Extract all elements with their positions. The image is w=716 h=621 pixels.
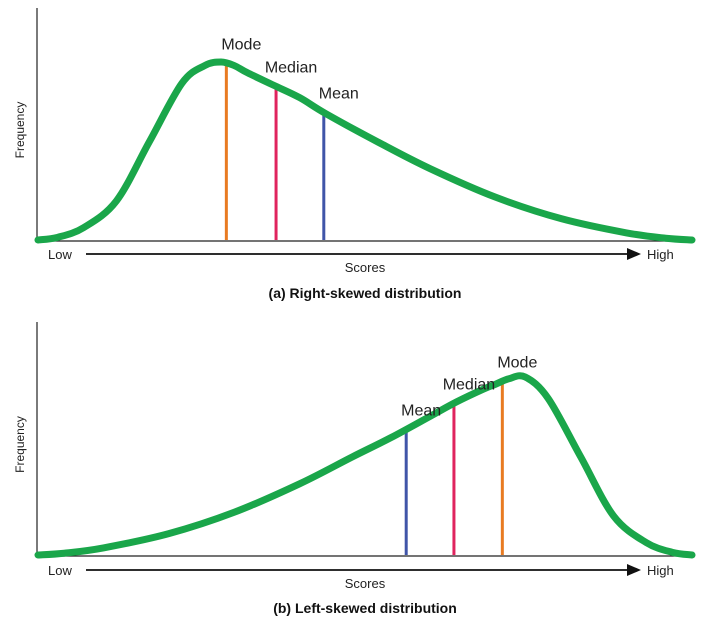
distribution-curve <box>34 58 696 244</box>
x-axis-arrowhead <box>627 248 641 260</box>
marker-label-median: Median <box>265 59 317 76</box>
chart-title: (a) Right-skewed distribution <box>269 285 462 301</box>
y-axis-label: Frequency <box>13 416 27 473</box>
distribution-curve <box>34 372 696 559</box>
x-low-label: Low <box>48 563 72 578</box>
marker-label-median: Median <box>443 376 495 393</box>
marker-label-mode: Mode <box>221 36 261 53</box>
x-axis-label: Scores <box>345 260 386 275</box>
x-axis-arrowhead <box>627 564 641 576</box>
marker-lines <box>224 63 326 240</box>
x-axis-label: Scores <box>345 576 386 591</box>
chart-title: (b) Left-skewed distribution <box>273 600 457 616</box>
x-high-label: High <box>647 247 674 262</box>
x-low-label: Low <box>48 247 72 262</box>
marker-label-mean: Mean <box>401 402 441 419</box>
marker-label-mode: Mode <box>497 354 537 371</box>
x-high-label: High <box>647 563 674 578</box>
marker-lines <box>404 381 504 555</box>
marker-label-mean: Mean <box>319 85 359 102</box>
y-axis-label: Frequency <box>13 102 27 159</box>
